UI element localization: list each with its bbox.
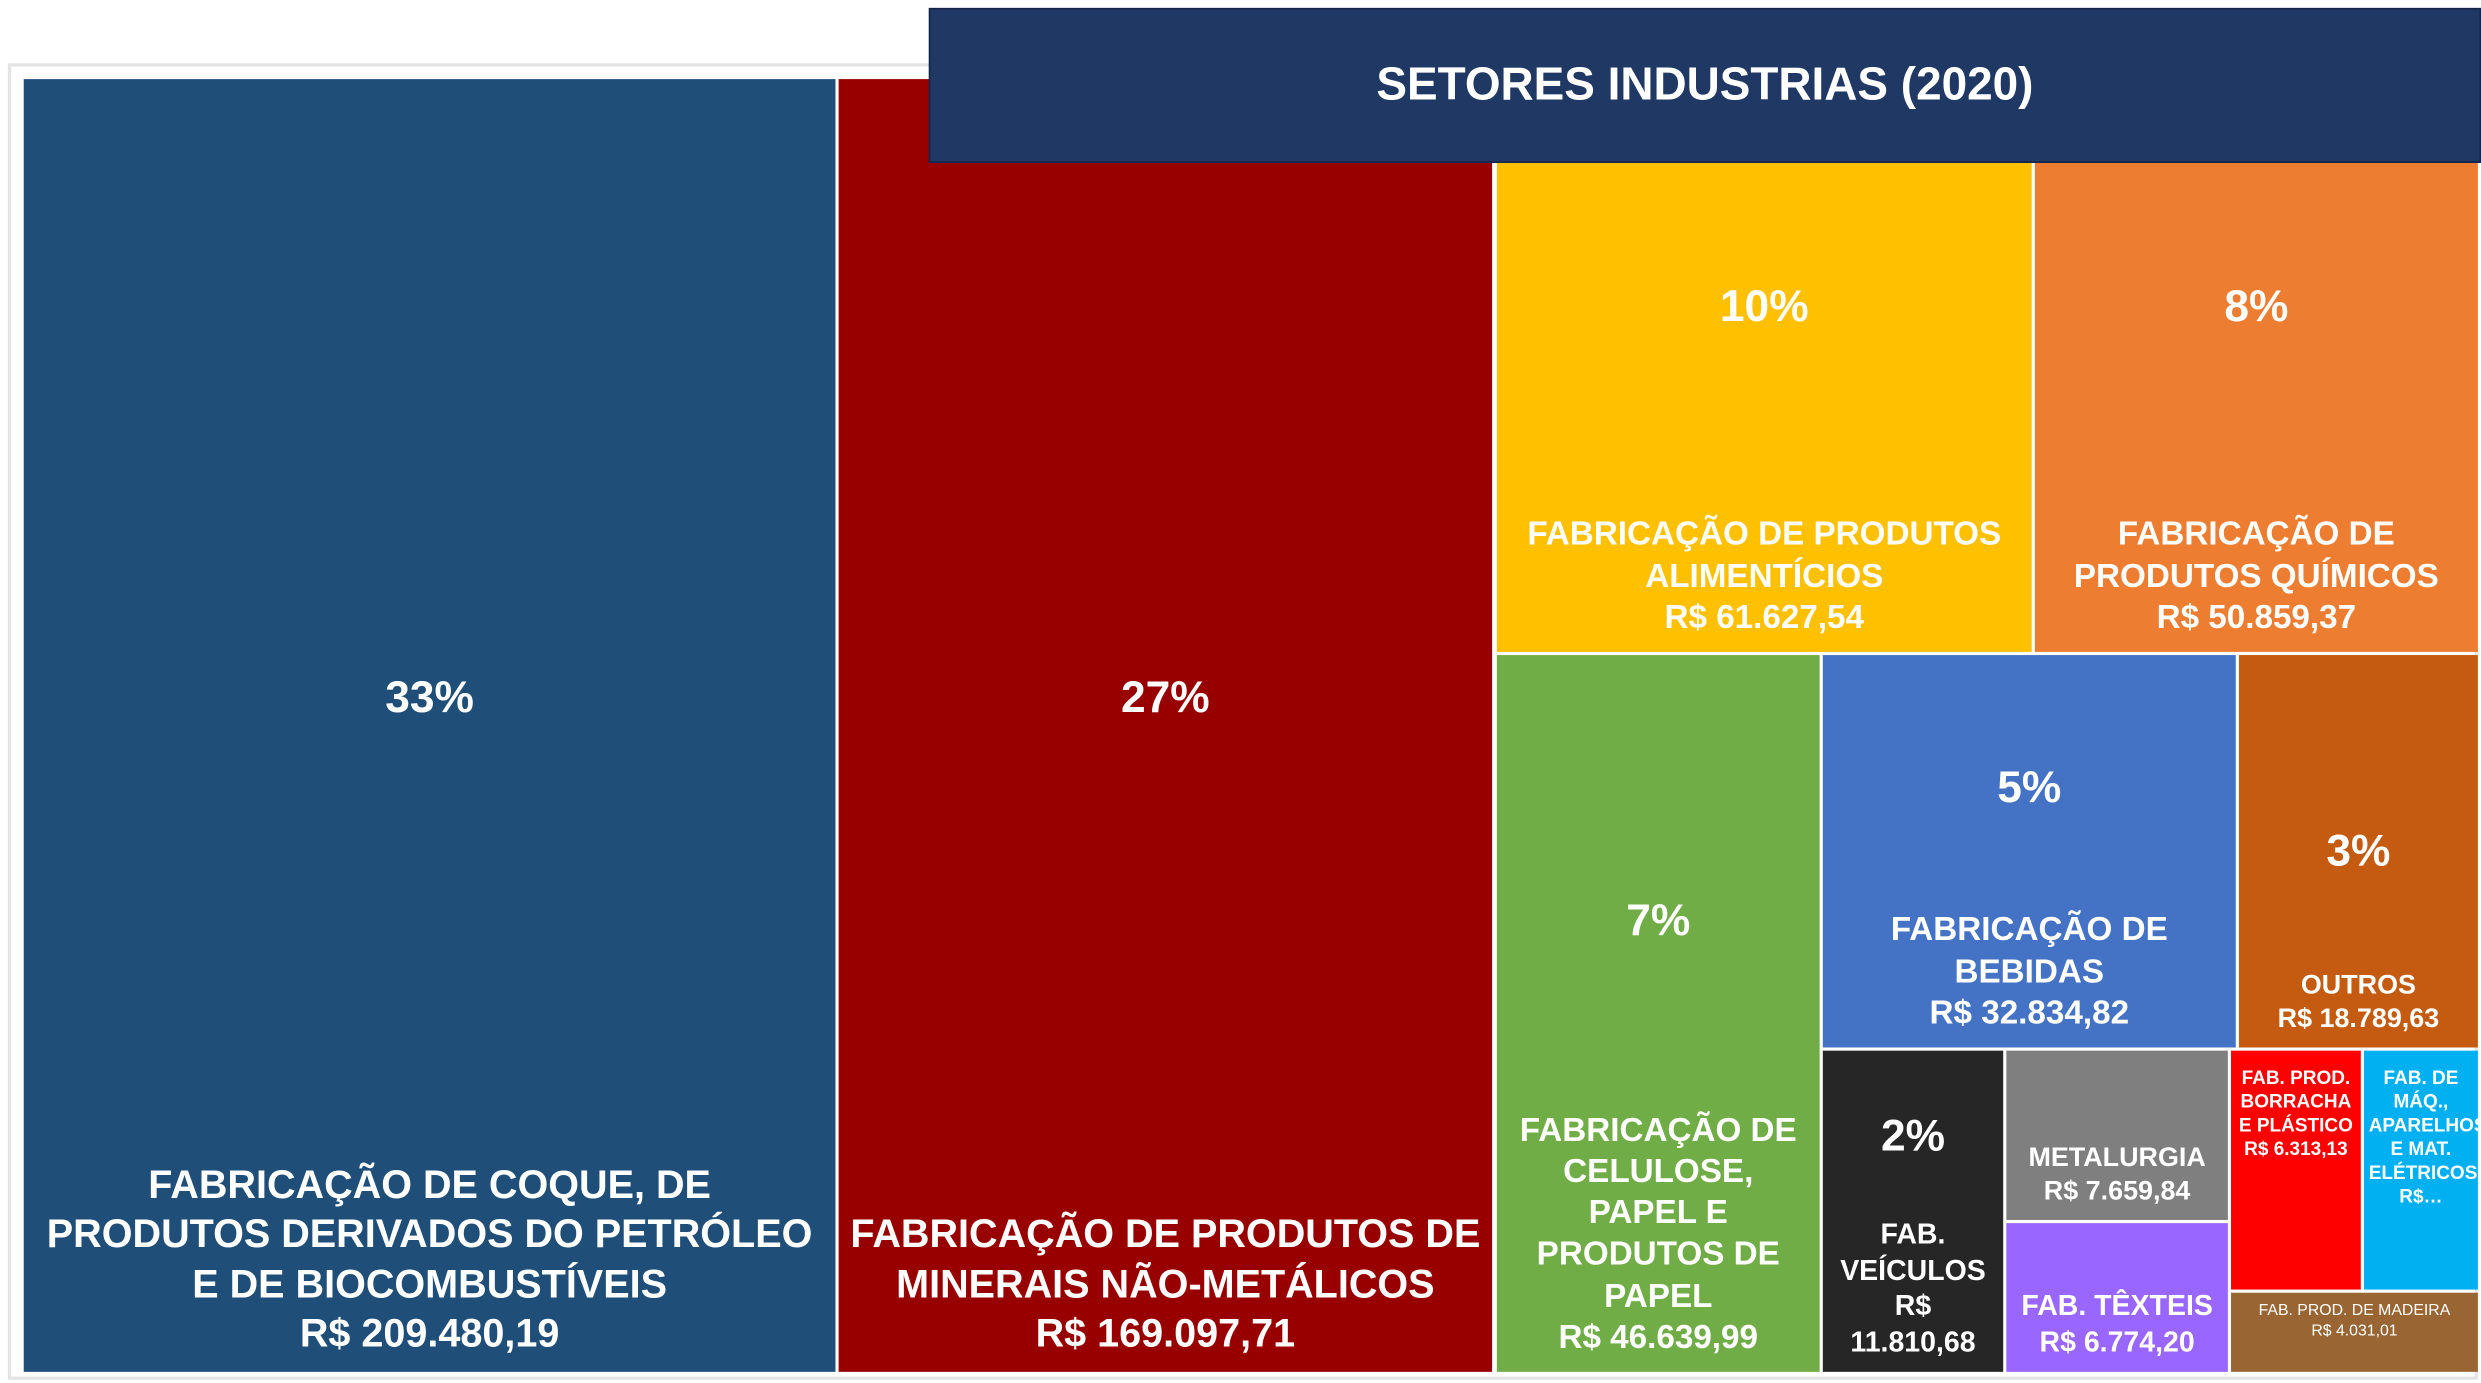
cell-name: FAB. DE MÁQ., APARELHOS E MAT. ELÉTRICOS bbox=[2368, 1066, 2481, 1184]
cell-label: FABRICAÇÃO DE COQUE, DE PRODUTOS DERIVAD… bbox=[33, 1161, 826, 1359]
percent-label: 3% bbox=[2326, 825, 2391, 876]
cell-label: FAB. TÊXTEIS R$ 6.774,20 bbox=[2016, 1288, 2219, 1359]
cell-value: R$ 18.789,63 bbox=[2277, 1002, 2440, 1033]
treemap-cell: 5% FABRICAÇÃO DE BEBIDAS R$ 32.834,82 bbox=[1822, 655, 2236, 1048]
chart-title: SETORES INDUSTRIAS (2020) bbox=[928, 7, 2481, 163]
percent-label: 5% bbox=[1997, 762, 2062, 812]
treemap-cell: FAB. DE MÁQ., APARELHOS E MAT. ELÉTRICOS… bbox=[2363, 1050, 2481, 1290]
cell-label: FABRICAÇÃO DE PRODUTOS QUÍMICOS R$ 50.859… bbox=[2044, 515, 2468, 640]
cell-name: FAB. VEÍCULOS bbox=[1840, 1218, 1986, 1286]
cell-label: FABRICAÇÃO DE PRODUTOS DE MINERAIS NÃO-M… bbox=[848, 1211, 1483, 1359]
cell-value: R$ 46.639,99 bbox=[1558, 1319, 1759, 1356]
cell-name: FAB. TÊXTEIS bbox=[2021, 1289, 2213, 1322]
cell-name: FABRICAÇÃO DE PRODUTOS ALIMENTÍCIOS bbox=[1527, 516, 2002, 595]
percent-label: 10% bbox=[1719, 281, 1809, 331]
treemap-cell: 3% OUTROS R$ 18.789,63 bbox=[2238, 655, 2478, 1048]
cell-value: R$ 4.031,01 bbox=[2311, 1322, 2398, 1340]
cell-label: FABRICAÇÃO DE BEBIDAS R$ 32.834,82 bbox=[1832, 910, 2226, 1035]
cell-name: FABRICAÇÃO DE PRODUTOS QUÍMICOS bbox=[2073, 516, 2439, 595]
percent-label: 33% bbox=[385, 672, 474, 722]
cell-value: R$ 169.097,71 bbox=[1035, 1311, 1296, 1356]
percent-label: 27% bbox=[1121, 672, 1210, 722]
cell-value: R$ 61.627,54 bbox=[1664, 599, 1865, 636]
treemap-cell: METALURGIA R$ 7.659,84 bbox=[2006, 1050, 2228, 1220]
cell-value: R$ 32.834,82 bbox=[1929, 994, 2130, 1032]
cell-value: R$… bbox=[2399, 1185, 2443, 1208]
treemap-cell: 10% FABRICAÇÃO DE PRODUTOS ALIMENTÍCIOS R$… bbox=[1496, 79, 2032, 652]
cell-label: FAB. VEÍCULOS R$ 11.810,68 bbox=[1832, 1217, 1993, 1359]
treemap-cell: 8% FABRICAÇÃO DE PRODUTOS QUÍMICOS R$ 50.8… bbox=[2034, 79, 2478, 652]
cell-value: R$ 7.659,84 bbox=[2043, 1175, 2191, 1206]
cell-label: FAB. PROD. BORRACHA E PLÁSTICO R$ 6.313,1… bbox=[2236, 1066, 2356, 1161]
cell-name: FABRICAÇÃO DE PRODUTOS DE MINERAIS NÃO-M… bbox=[850, 1212, 1481, 1307]
cell-value: R$ 6.774,20 bbox=[2039, 1325, 2195, 1357]
cell-name: FAB. PROD. BORRACHA E PLÁSTICO bbox=[2238, 1066, 2353, 1137]
cell-value: R$ 6.313,13 bbox=[2244, 1137, 2348, 1160]
percent-label: 8% bbox=[2224, 281, 2289, 331]
cell-label: FAB. PROD. DE MADEIRA R$ 4.031,01 bbox=[2236, 1302, 2473, 1342]
cell-value: R$ 50.859,37 bbox=[2156, 599, 2357, 636]
treemap-cell: FAB. PROD. BORRACHA E PLÁSTICO R$ 6.313,1… bbox=[2231, 1050, 2361, 1290]
cell-label: FAB. DE MÁQ., APARELHOS E MAT. ELÉTRICOS… bbox=[2368, 1066, 2481, 1208]
treemap-cell: FAB. PROD. DE MADEIRA R$ 4.031,01 bbox=[2231, 1292, 2478, 1372]
cell-label: OUTROS R$ 18.789,63 bbox=[2248, 968, 2468, 1035]
cell-label: METALURGIA R$ 7.659,84 bbox=[2016, 1140, 2219, 1207]
cell-label: FABRICAÇÃO DE PRODUTOS ALIMENTÍCIOS R$ 61… bbox=[1506, 515, 2022, 640]
treemap-cell: FAB. TÊXTEIS R$ 6.774,20 bbox=[2006, 1223, 2228, 1372]
percent-label: 2% bbox=[1880, 1110, 1946, 1160]
cell-name: FABRICAÇÃO DE BEBIDAS bbox=[1890, 911, 2168, 990]
cell-value: R$ 11.810,68 bbox=[1850, 1289, 1976, 1357]
cell-value: R$ 209.480,19 bbox=[299, 1311, 560, 1356]
cell-name: OUTROS bbox=[2300, 969, 2416, 1000]
cell-label: FABRICAÇÃO DE CELULOSE, PAPEL E PRODUTOS… bbox=[1506, 1110, 1810, 1359]
treemap-cell: 33% FABRICAÇÃO DE COQUE, DE PRODUTOS DERI… bbox=[23, 79, 836, 1372]
treemap-cell: 7% FABRICAÇÃO DE CELULOSE, PAPEL E PRODUT… bbox=[1496, 655, 1820, 1372]
treemap-cell: 27% FABRICAÇÃO DE PRODUTOS DE MINERAIS NÃ… bbox=[838, 79, 1493, 1372]
percent-label: 7% bbox=[1626, 895, 1691, 945]
cell-name: FABRICAÇÃO DE COQUE, DE PRODUTOS DERIVAD… bbox=[46, 1162, 813, 1307]
treemap-cell: 2% FAB. VEÍCULOS R$ 11.810,68 bbox=[1822, 1050, 2004, 1372]
cell-name: FAB. PROD. DE MADEIRA bbox=[2258, 1302, 2451, 1320]
cell-name: FABRICAÇÃO DE CELULOSE, PAPEL E PRODUTOS… bbox=[1519, 1111, 1797, 1315]
cell-name: METALURGIA bbox=[2028, 1141, 2206, 1172]
